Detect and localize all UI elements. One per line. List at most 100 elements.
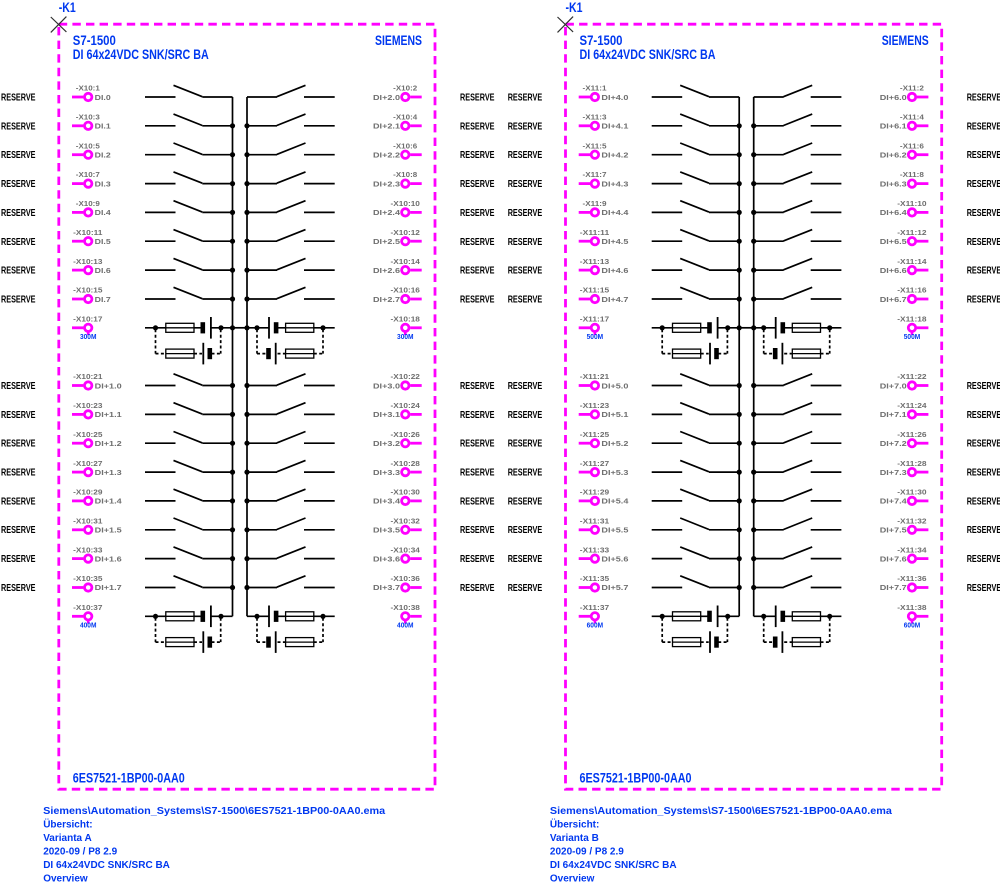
svg-text:-X11:35: -X11:35 [580, 574, 609, 583]
svg-text:-X10:30: -X10:30 [391, 488, 420, 497]
svg-text:RESERVE: RESERVE [1, 266, 36, 277]
svg-text:-X11:16: -X11:16 [897, 286, 926, 295]
svg-text:-X11:5: -X11:5 [583, 141, 607, 150]
svg-text:RESERVE: RESERVE [967, 410, 1000, 421]
svg-text:RESERVE: RESERVE [508, 439, 543, 450]
svg-text:Übersicht:: Übersicht: [43, 818, 92, 831]
svg-text:DI+3.0: DI+3.0 [373, 381, 400, 390]
svg-text:Overview: Overview [550, 874, 595, 885]
svg-text:RESERVE: RESERVE [967, 381, 1000, 392]
svg-text:RESERVE: RESERVE [967, 93, 1000, 104]
svg-text:RESERVE: RESERVE [967, 266, 1000, 277]
svg-text:-X11:30: -X11:30 [897, 488, 926, 497]
svg-text:-X11:27: -X11:27 [580, 459, 609, 468]
svg-text:DI+6.3: DI+6.3 [880, 179, 907, 188]
svg-text:RESERVE: RESERVE [508, 179, 543, 190]
svg-text:RESERVE: RESERVE [1, 121, 36, 132]
svg-text:DI+5.3: DI+5.3 [601, 468, 628, 477]
svg-text:DI.0: DI.0 [95, 93, 111, 102]
svg-text:DI+1.7: DI+1.7 [95, 583, 122, 592]
svg-text:RESERVE: RESERVE [1, 410, 36, 421]
svg-text:DI+2.7: DI+2.7 [373, 295, 400, 304]
svg-text:RESERVE: RESERVE [460, 93, 495, 104]
svg-text:DI+1.3: DI+1.3 [95, 468, 122, 477]
svg-text:RESERVE: RESERVE [508, 121, 543, 132]
svg-text:RESERVE: RESERVE [967, 150, 1000, 161]
svg-text:-X10:25: -X10:25 [73, 430, 102, 439]
svg-text:DI+3.1: DI+3.1 [373, 410, 400, 419]
svg-text:DI+3.3: DI+3.3 [373, 468, 400, 477]
svg-text:DI+3.5: DI+3.5 [373, 526, 400, 535]
svg-text:300M: 300M [80, 334, 97, 341]
svg-text:-X11:24: -X11:24 [897, 401, 927, 410]
svg-text:DI+5.6: DI+5.6 [601, 554, 628, 563]
svg-text:RESERVE: RESERVE [508, 93, 543, 104]
svg-text:RESERVE: RESERVE [967, 237, 1000, 248]
svg-text:RESERVE: RESERVE [1, 583, 36, 594]
svg-text:DI+4.7: DI+4.7 [601, 295, 628, 304]
svg-text:400M: 400M [397, 623, 414, 630]
svg-text:-X10:2: -X10:2 [393, 84, 417, 93]
svg-text:DI.2: DI.2 [95, 151, 111, 160]
svg-text:RESERVE: RESERVE [967, 208, 1000, 219]
svg-text:-X11:18: -X11:18 [897, 315, 926, 324]
svg-text:-X11:21: -X11:21 [580, 372, 609, 381]
svg-text:RESERVE: RESERVE [508, 381, 543, 392]
svg-text:RESERVE: RESERVE [967, 554, 1000, 565]
svg-text:-X10:15: -X10:15 [73, 286, 102, 295]
svg-text:Siemens\Automation_Systems\S7-: Siemens\Automation_Systems\S7-1500\6ES75… [43, 806, 385, 817]
svg-text:-X10:36: -X10:36 [391, 574, 420, 583]
svg-text:RESERVE: RESERVE [1, 295, 36, 306]
svg-text:-X11:2: -X11:2 [900, 84, 924, 93]
svg-text:-X11:11: -X11:11 [580, 228, 609, 237]
svg-text:-X10:13: -X10:13 [73, 257, 102, 266]
svg-text:-X10:37: -X10:37 [73, 603, 102, 612]
svg-text:DI+3.7: DI+3.7 [373, 583, 400, 592]
svg-text:-X10:3: -X10:3 [76, 113, 100, 122]
svg-text:DI.4: DI.4 [95, 208, 112, 217]
svg-text:-X11:33: -X11:33 [580, 545, 609, 554]
svg-text:-X11:14: -X11:14 [897, 257, 927, 266]
svg-text:-X10:16: -X10:16 [391, 286, 420, 295]
svg-text:RESERVE: RESERVE [460, 496, 495, 507]
svg-text:RESERVE: RESERVE [460, 266, 495, 277]
svg-text:-X10:34: -X10:34 [391, 545, 421, 554]
svg-text:DI+7.1: DI+7.1 [880, 410, 907, 419]
svg-text:DI+5.2: DI+5.2 [601, 439, 628, 448]
svg-text:RESERVE: RESERVE [1, 381, 36, 392]
svg-text:DI+4.2: DI+4.2 [601, 151, 628, 160]
svg-text:RESERVE: RESERVE [460, 583, 495, 594]
svg-text:DI 64x24VDC SNK/SRC BA: DI 64x24VDC SNK/SRC BA [73, 46, 209, 62]
svg-text:RESERVE: RESERVE [460, 295, 495, 306]
svg-text:RESERVE: RESERVE [1, 150, 36, 161]
svg-text:DI+1.4: DI+1.4 [95, 497, 123, 506]
svg-text:RESERVE: RESERVE [967, 121, 1000, 132]
svg-text:-K1: -K1 [566, 0, 583, 15]
svg-text:RESERVE: RESERVE [508, 237, 543, 248]
svg-text:DI+6.1: DI+6.1 [880, 122, 907, 131]
svg-text:DI+5.0: DI+5.0 [601, 381, 628, 390]
svg-text:-X10:9: -X10:9 [76, 199, 100, 208]
svg-text:DI+7.6: DI+7.6 [880, 554, 907, 563]
svg-text:DI+1.0: DI+1.0 [95, 381, 122, 390]
svg-text:RESERVE: RESERVE [508, 266, 543, 277]
svg-text:-X11:9: -X11:9 [583, 199, 607, 208]
svg-text:-X10:11: -X10:11 [73, 228, 102, 237]
svg-text:-X11:28: -X11:28 [897, 459, 926, 468]
svg-text:RESERVE: RESERVE [1, 208, 36, 219]
svg-text:-X11:10: -X11:10 [897, 199, 926, 208]
svg-text:RESERVE: RESERVE [460, 237, 495, 248]
svg-text:-X10:32: -X10:32 [391, 517, 420, 526]
svg-text:SIEMENS: SIEMENS [882, 32, 929, 48]
svg-text:DI+2.4: DI+2.4 [373, 208, 401, 217]
svg-text:-X11:12: -X11:12 [897, 228, 926, 237]
svg-text:-X11:38: -X11:38 [897, 603, 926, 612]
svg-text:6ES7521-1BP00-0AA0: 6ES7521-1BP00-0AA0 [580, 769, 692, 785]
svg-text:-X10:18: -X10:18 [391, 315, 420, 324]
svg-text:RESERVE: RESERVE [1, 439, 36, 450]
svg-text:-X11:6: -X11:6 [900, 141, 924, 150]
svg-text:Siemens\Automation_Systems\S7-: Siemens\Automation_Systems\S7-1500\6ES75… [550, 806, 892, 817]
svg-text:RESERVE: RESERVE [967, 468, 1000, 479]
svg-text:-X11:7: -X11:7 [583, 170, 607, 179]
svg-text:DI+1.5: DI+1.5 [95, 526, 122, 535]
